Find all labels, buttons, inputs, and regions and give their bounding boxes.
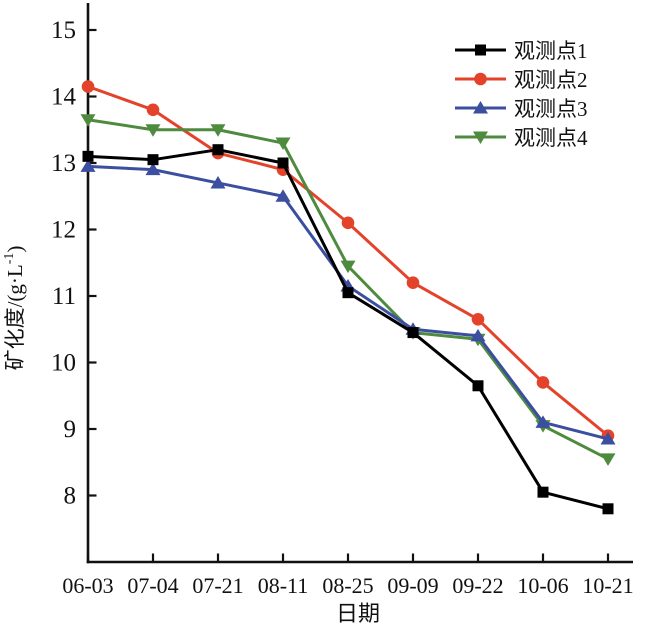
x-tick-label: 08-25 <box>322 573 373 598</box>
series-marker-2 <box>146 103 160 117</box>
x-axis-title: 日期 <box>336 601 380 626</box>
x-tick-label: 07-21 <box>192 573 243 598</box>
series-marker-4 <box>210 124 226 137</box>
legend-label-4: 观测点4 <box>514 126 588 150</box>
series-marker-2 <box>341 216 355 230</box>
y-tick-label: 9 <box>64 416 77 443</box>
series-marker-1 <box>407 327 419 339</box>
series-marker-1 <box>602 503 614 515</box>
legend-label-1: 观测点1 <box>514 39 588 63</box>
x-tick-label: 09-22 <box>452 573 503 598</box>
y-tick-label: 13 <box>51 150 76 177</box>
legend-marker-4 <box>473 131 488 144</box>
y-tick-label: 8 <box>64 483 77 510</box>
legend-marker-3 <box>473 101 488 114</box>
x-tick-label: 08-11 <box>258 573 309 598</box>
x-tick-label: 10-06 <box>517 573 568 598</box>
series-marker-1 <box>537 486 549 498</box>
y-tick-label: 11 <box>52 283 76 310</box>
x-tick-label: 06-03 <box>62 573 113 598</box>
x-tick-label: 10-21 <box>582 573 633 598</box>
y-axis-title: 矿化度/(g·L-1) <box>2 246 27 371</box>
series-marker-1 <box>277 157 289 169</box>
series-marker-2 <box>536 376 550 389</box>
series-marker-2 <box>471 312 485 326</box>
x-tick-label: 07-04 <box>127 573 178 598</box>
series-marker-1 <box>472 380 484 392</box>
series-marker-1 <box>82 150 94 162</box>
series-marker-3 <box>470 328 486 342</box>
series-marker-1 <box>342 287 354 299</box>
legend-marker-2 <box>474 72 487 86</box>
series-marker-2 <box>81 80 95 93</box>
series-marker-4 <box>145 124 161 137</box>
legend-label-2: 观测点2 <box>514 68 588 92</box>
series-marker-4 <box>600 453 616 466</box>
series-marker-3 <box>145 162 161 176</box>
y-tick-label: 14 <box>51 84 77 111</box>
y-tick-label: 12 <box>51 217 76 244</box>
series-marker-1 <box>147 154 159 166</box>
series-marker-3 <box>275 189 291 202</box>
series-marker-4 <box>80 114 96 127</box>
x-tick-label: 09-09 <box>387 573 438 598</box>
series-marker-4 <box>340 260 356 274</box>
series-marker-3 <box>600 431 616 445</box>
series-marker-3 <box>80 159 96 172</box>
series-marker-3 <box>210 175 226 189</box>
series-marker-4 <box>275 137 291 151</box>
series-marker-1 <box>212 144 224 156</box>
y-tick-label: 10 <box>51 350 76 377</box>
series-marker-3 <box>535 415 551 428</box>
series-marker-2 <box>406 276 420 290</box>
series-line-1 <box>87 148 609 511</box>
legend-marker-1 <box>475 44 486 56</box>
y-tick-label: 15 <box>51 17 76 44</box>
legend-label-3: 观测点3 <box>514 97 588 121</box>
series-line-3 <box>87 164 609 441</box>
